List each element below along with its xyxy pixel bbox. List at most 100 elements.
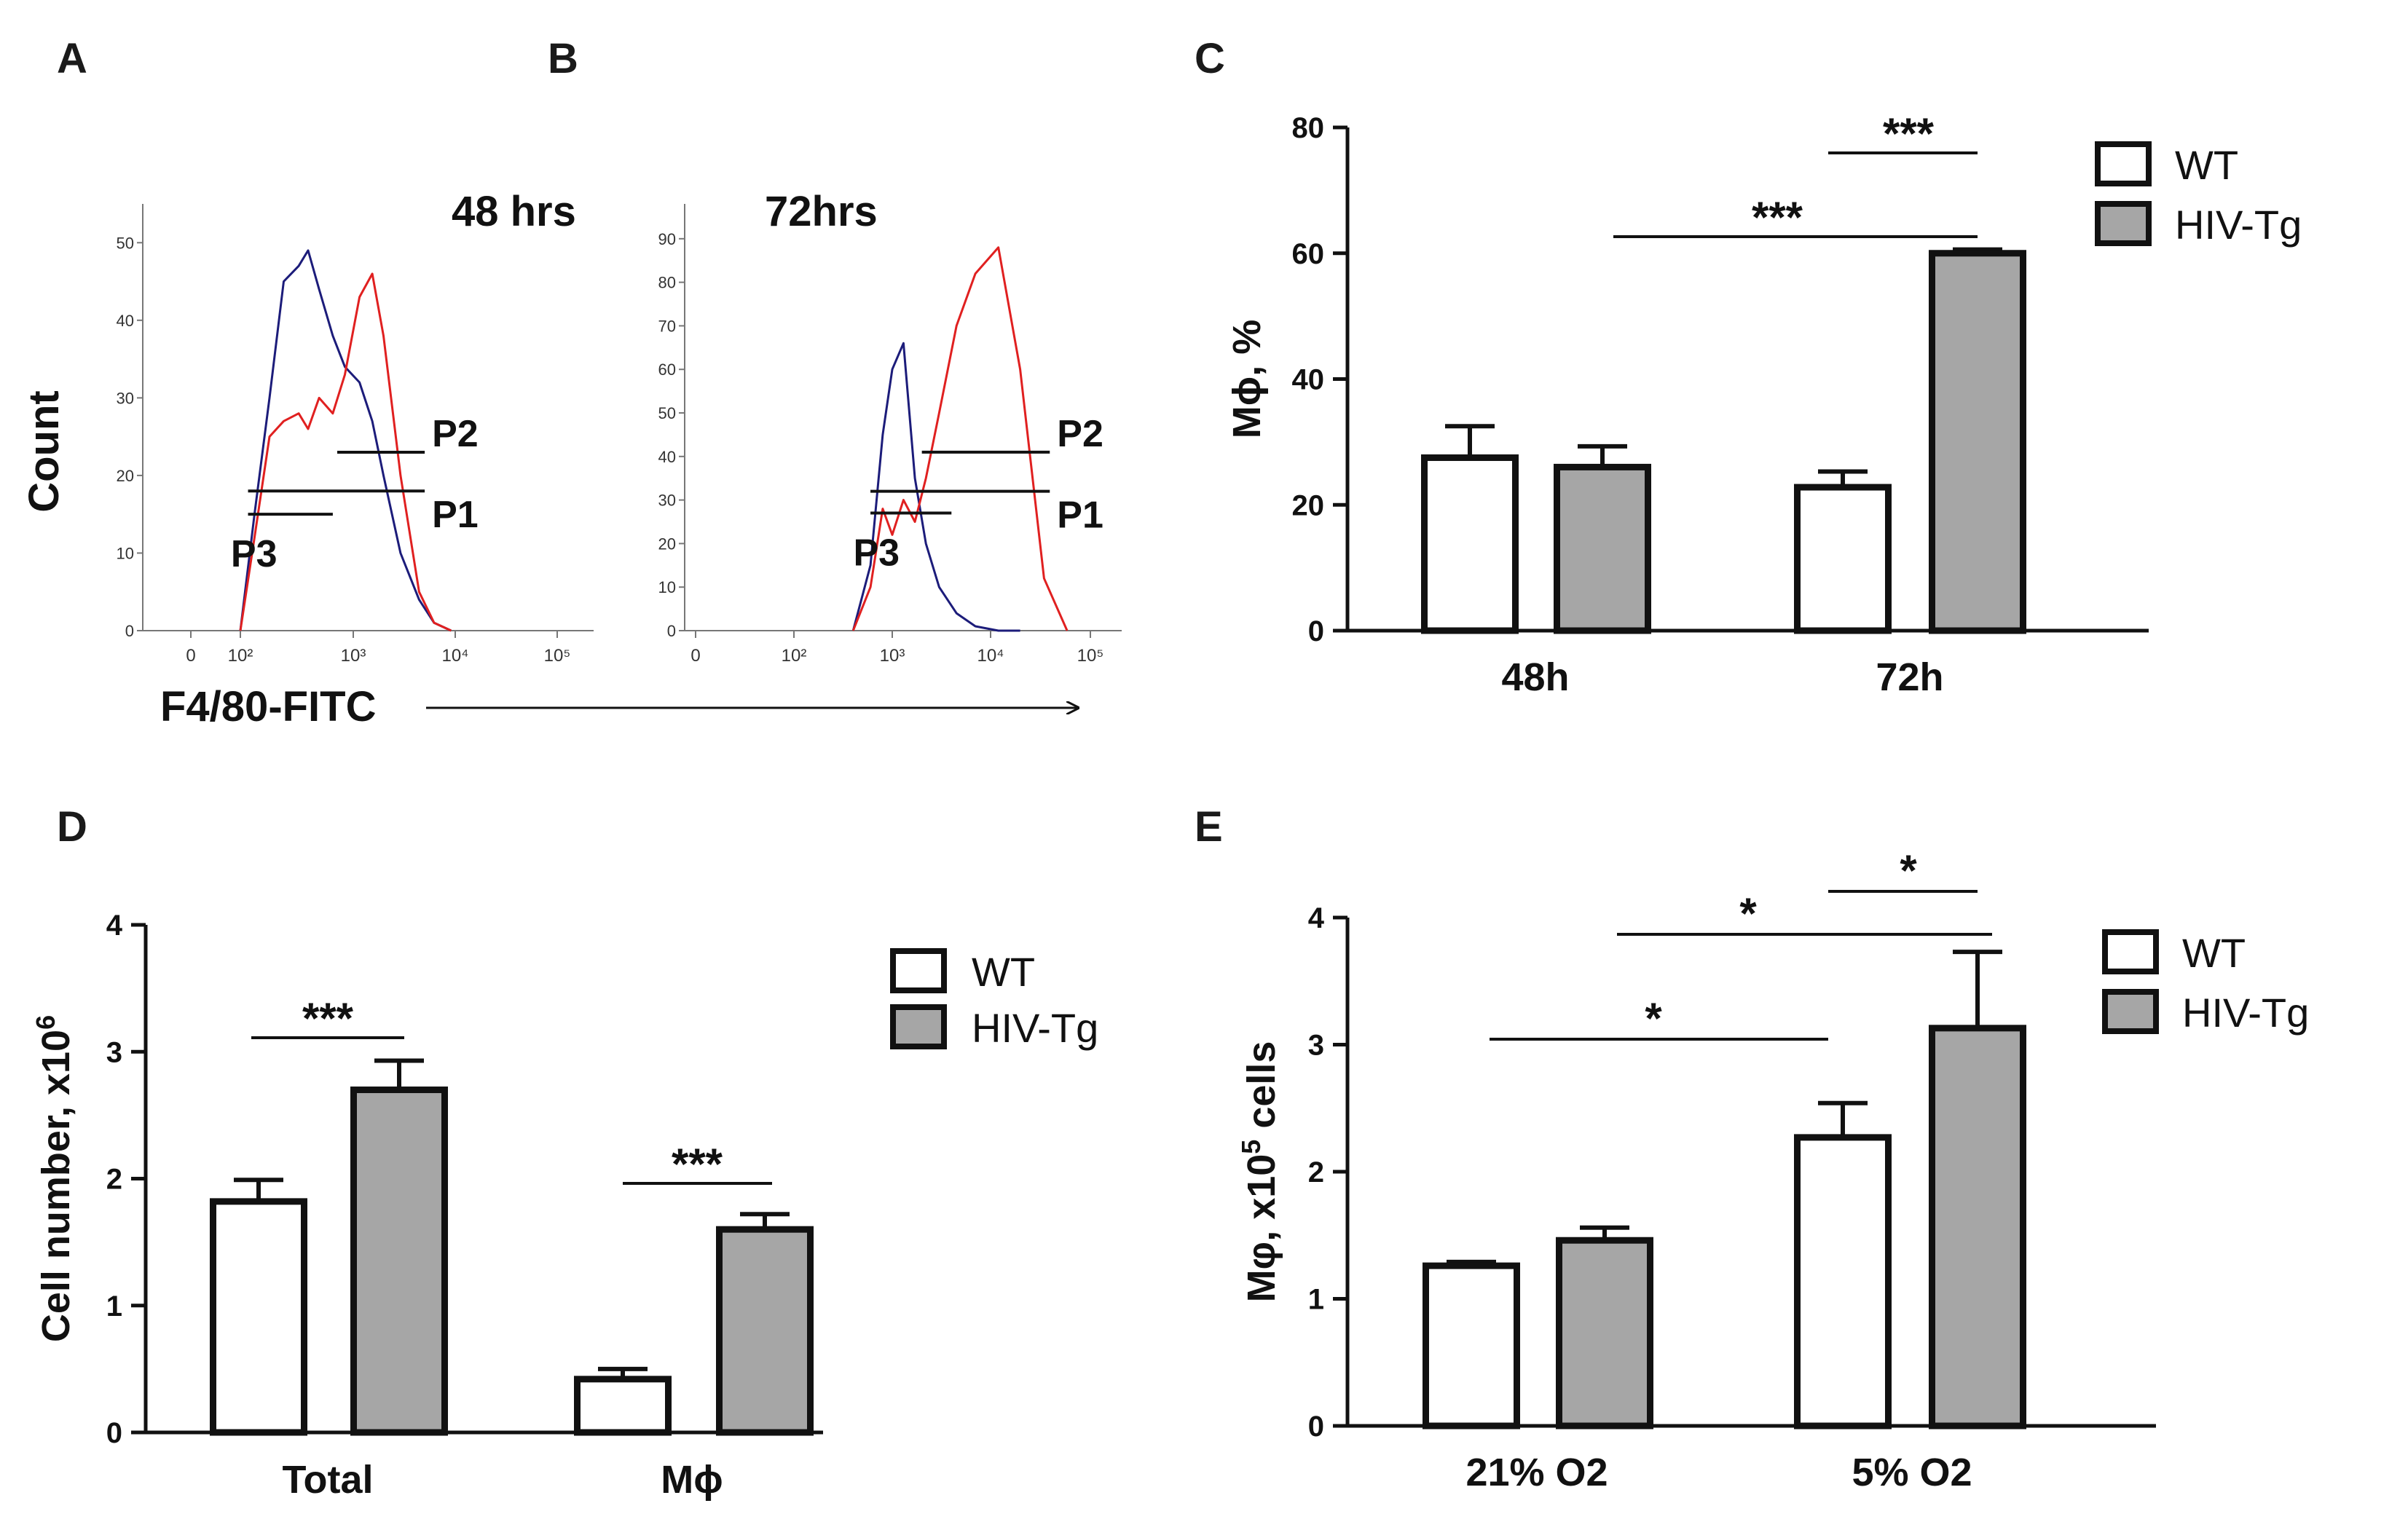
chart-e-ylabel-text: Mφ, x10 <box>1240 1154 1283 1303</box>
chart-e-bar-wt-0 <box>1423 1262 1520 1430</box>
chart-d-bar-wt-0 <box>210 1198 307 1436</box>
flow-a-xtick-label: 10² <box>228 646 253 666</box>
flow-a-ytick-label: 50 <box>117 234 134 252</box>
flow-b-ytick-label: 50 <box>658 404 676 422</box>
legend-c-wt-swatch <box>2095 141 2152 186</box>
chart-c-bar-tg-0 <box>1554 463 1651 634</box>
panel-letter-d: D <box>57 803 87 851</box>
legend-d-tg-label: HIV-Tg <box>972 1005 1098 1051</box>
flow-a-gate-label-p1: P1 <box>432 494 479 536</box>
flow-a-ytick-label: 40 <box>117 312 134 330</box>
panel-letter-b: B <box>548 35 578 82</box>
chart-d-ylabel-exponent: 6 <box>31 1015 60 1030</box>
chart-c-ytick-label: 60 <box>1292 238 1325 270</box>
legend-e-tg-swatch <box>2102 989 2159 1034</box>
bar-chart-e: 0 1 2 3 4 Mφ, x105 cells 21% O2 5% O2 * * * <box>1236 846 2156 1494</box>
flow-b-ytick-label: 60 <box>658 360 676 379</box>
flow-a-xtick-label: 0 <box>186 646 195 666</box>
chart-d-ytick-label: 3 <box>106 1036 122 1068</box>
panel-letter-c: C <box>1195 35 1225 82</box>
chart-c-ylabel: Mϕ, % <box>1225 320 1269 438</box>
flow-a-gate-label-p3: P3 <box>231 533 278 575</box>
chart-e-bar-tg-1 <box>1929 1025 2026 1430</box>
chart-d-sig-label: *** <box>302 994 354 1043</box>
chart-e-category-label: 5% O2 <box>1852 1451 1972 1494</box>
legend-c-tg-label: HIV-Tg <box>2175 202 2302 248</box>
chart-e-ytick-label: 0 <box>1308 1411 1324 1443</box>
chart-d-bar-tg-0 <box>350 1087 448 1436</box>
legend-c-wt-label: WT <box>2175 142 2238 188</box>
chart-c-sig-label: *** <box>1752 193 1803 242</box>
chart-d-category-label: Total <box>283 1458 374 1502</box>
chart-e-sig-label: * <box>1900 846 1917 895</box>
chart-c-ytick-label: 20 <box>1292 489 1325 521</box>
chart-c-sig-label: *** <box>1883 109 1935 158</box>
chart-d-ytick-label: 1 <box>106 1290 122 1322</box>
flow-b-xtick-label: 10⁴ <box>977 646 1004 666</box>
chart-e-ylabel: Mφ, x105 cells <box>1236 1041 1284 1303</box>
chart-d-ylabel-text: Cell number, x10 <box>34 1030 78 1342</box>
flow-a-ytick-label: 10 <box>117 544 134 562</box>
legend-d-wt-label: WT <box>972 949 1035 995</box>
legend-d: WT HIV-Tg <box>890 948 1098 1051</box>
flow-b-ytick-label: 70 <box>658 317 676 335</box>
flow-a-tg-line <box>239 272 452 632</box>
legend-e-tg-label: HIV-Tg <box>2182 990 2309 1036</box>
chart-c-bar-wt-0 <box>1421 454 1519 634</box>
flow-a-ytick-label: 30 <box>117 389 134 407</box>
chart-e-ylabel-exponent: 5 <box>1236 1140 1266 1154</box>
flow-b-gate-label-p1: P1 <box>1057 494 1103 537</box>
flow-b-gate-label-p2: P2 <box>1057 413 1103 455</box>
flow-b-xtick-label: 10² <box>782 646 807 666</box>
panel-letter-e: E <box>1195 803 1223 851</box>
chart-d-category-label: Mϕ <box>661 1458 723 1502</box>
panel-a-time-label: 48 hrs <box>452 188 576 235</box>
flow-b-ytick-label: 40 <box>658 448 676 466</box>
chart-c-bar-wt-1 <box>1794 484 1892 634</box>
chart-d-sig-label: *** <box>672 1140 723 1188</box>
flow-b-ytick-label: 90 <box>658 230 676 248</box>
chart-e-ytick-label: 4 <box>1308 902 1325 934</box>
chart-c-ylabel-text: Mϕ, % <box>1225 320 1269 438</box>
flow-b-ytick-label: 0 <box>667 622 676 640</box>
legend-e-wt-label: WT <box>2182 930 2246 976</box>
legend-d-wt-swatch <box>890 948 947 993</box>
flow-count-ylabel: Count <box>20 390 68 513</box>
chart-d-bar-tg-1 <box>716 1226 814 1436</box>
bar-chart-c: 0 20 40 60 80 Mϕ, % 48h 72h *** *** <box>1225 109 2149 699</box>
chart-e-ylabel-suffix: cells <box>1240 1041 1283 1140</box>
chart-e-bar-tg-0 <box>1556 1237 1653 1430</box>
chart-c-ytick-label: 0 <box>1308 615 1324 647</box>
chart-d-ytick-label: 0 <box>106 1417 122 1449</box>
flow-a-wt-line <box>239 249 452 632</box>
flow-b-xtick-label: 0 <box>690 646 700 666</box>
legend-c: WT HIV-Tg <box>2095 141 2302 248</box>
chart-c-category-label: 48h <box>1501 655 1569 699</box>
panel-letter-a: A <box>57 35 87 82</box>
flow-histogram-a: 0 10 20 30 40 50 0 10² 10³ 10⁴ 10⁵ P1 P2 P3 <box>117 204 594 666</box>
chart-e-bar-wt-1 <box>1794 1134 1892 1430</box>
chart-e-ytick-label: 1 <box>1308 1284 1324 1316</box>
chart-c-ytick-label: 40 <box>1292 364 1325 396</box>
flow-a-ytick-label: 20 <box>117 467 134 485</box>
flow-a-gate-label-p2: P2 <box>432 413 479 455</box>
flow-b-ytick-label: 80 <box>658 274 676 292</box>
chart-d-ylabel: Cell number, x106 <box>31 1015 79 1342</box>
flow-b-ytick-label: 20 <box>658 535 676 553</box>
chart-d-ytick-label: 4 <box>106 910 123 942</box>
flow-histogram-b: 0 10 20 30 40 50 60 70 80 90 0 10² 10³ 10⁴ 10⁵ P1 P2 P3 <box>658 204 1122 666</box>
legend-d-tg-swatch <box>890 1004 947 1049</box>
chart-d-ytick-label: 2 <box>106 1164 122 1196</box>
flow-a-xtick-label: 10³ <box>341 646 366 666</box>
flow-b-wt-line <box>851 342 1020 632</box>
flow-a-xtick-label: 10⁴ <box>441 646 468 666</box>
flow-a-ytick-label: 0 <box>125 622 134 640</box>
bar-chart-d: 0 1 2 3 4 Cell number, x106 Total Mϕ *** *** <box>31 910 823 1502</box>
flow-a-xtick-label: 10⁵ <box>544 646 571 666</box>
chart-e-category-label: 21% O2 <box>1465 1451 1608 1494</box>
flow-b-xtick-label: 10⁵ <box>1077 646 1104 666</box>
flow-b-xtick-label: 10³ <box>880 646 905 666</box>
flow-b-ytick-label: 30 <box>658 492 676 510</box>
chart-e-sig-label: * <box>1645 994 1662 1043</box>
